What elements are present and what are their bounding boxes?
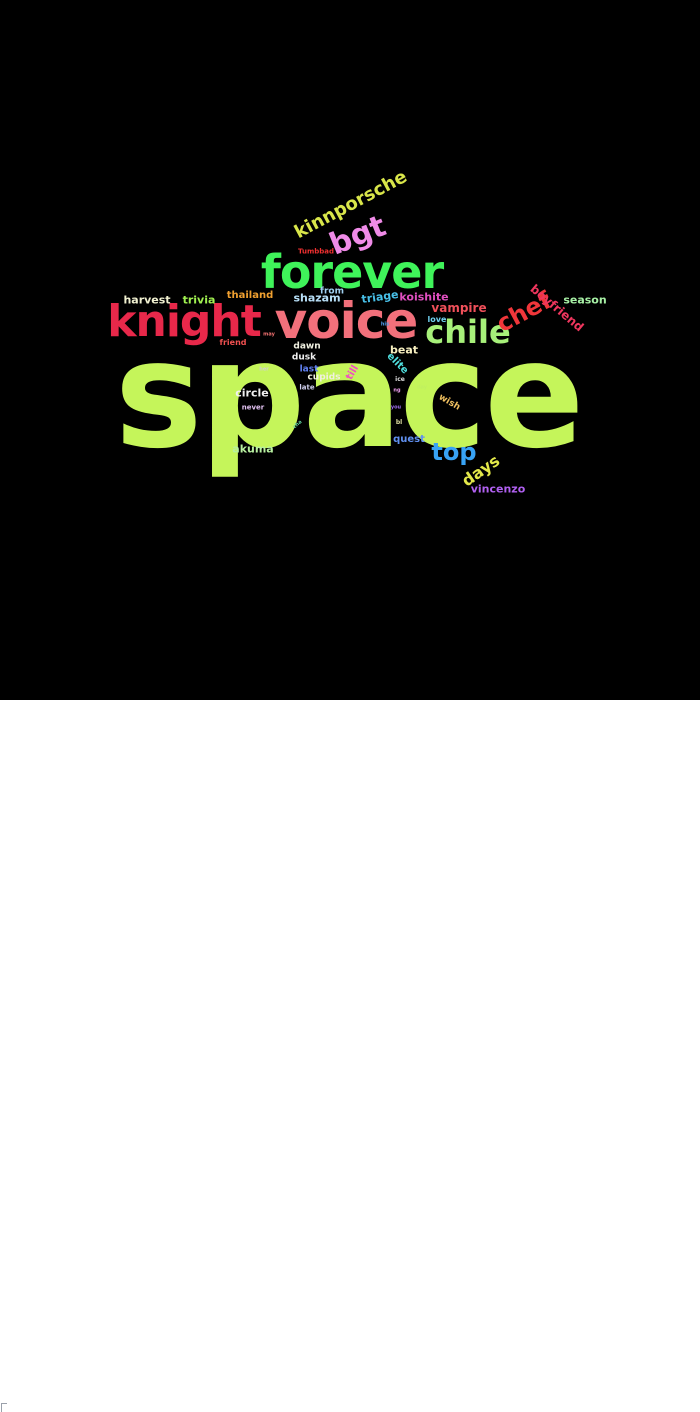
word-dusk: dusk bbox=[291, 352, 317, 363]
word-friend: friend bbox=[219, 338, 247, 347]
word-akuma: akuma bbox=[232, 442, 274, 456]
word-space: space bbox=[114, 309, 584, 481]
word-vincenzo: vincenzo bbox=[470, 482, 526, 496]
word-chile: chile bbox=[425, 313, 511, 351]
word-his: his bbox=[380, 321, 390, 328]
word-voice: voice bbox=[274, 292, 419, 350]
word-bl: bl bbox=[395, 419, 403, 426]
word-trivia: trivia bbox=[182, 293, 216, 307]
word-season: season bbox=[563, 293, 607, 307]
word-harvest: harvest bbox=[123, 293, 171, 307]
word-ice: ice bbox=[395, 376, 405, 383]
word-day: day bbox=[416, 384, 428, 391]
word-her: her bbox=[259, 366, 269, 373]
word-vampire: vampire bbox=[431, 301, 487, 315]
word-tumbbad: Tumbbad bbox=[297, 247, 335, 256]
word-late: late bbox=[299, 383, 315, 392]
word-you: you bbox=[390, 404, 402, 411]
word-from: from bbox=[320, 286, 344, 297]
word-cloud-canvas: space forever voice knight chile bgt kin… bbox=[0, 0, 700, 700]
word-never: never bbox=[241, 403, 265, 412]
word-last: last bbox=[299, 364, 319, 375]
word-thailand: thailand bbox=[226, 290, 274, 301]
word-top: top bbox=[431, 438, 477, 466]
word-koishite: koishite bbox=[399, 290, 449, 304]
corner-bracket-icon bbox=[1, 1403, 7, 1412]
bottom-strip bbox=[0, 700, 700, 1412]
word-dawn: dawn bbox=[293, 341, 321, 352]
word-shazam: shazam bbox=[293, 291, 341, 305]
word-may: may bbox=[263, 331, 275, 338]
word-love: love bbox=[427, 315, 447, 324]
word-circle: circle bbox=[235, 386, 269, 400]
word-cupids: cupids bbox=[307, 372, 341, 383]
word-ng: ng bbox=[393, 387, 401, 394]
word-forever: forever bbox=[260, 245, 444, 299]
word-beat: beat bbox=[389, 343, 419, 357]
word-quest: quest bbox=[393, 434, 425, 445]
word-knight: knight bbox=[107, 296, 262, 347]
